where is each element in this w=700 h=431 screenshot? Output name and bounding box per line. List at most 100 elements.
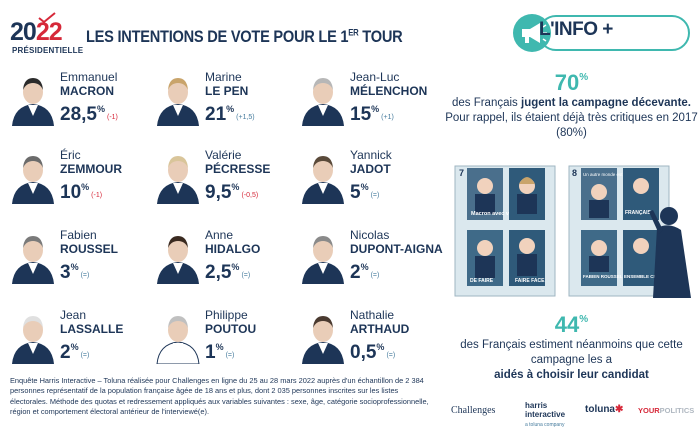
page-title: LES INTENTIONS DE VOTE POUR LE 1ER TOUR: [86, 27, 403, 46]
candidate-card: Anne HIDALGO 2,5%(=): [145, 222, 285, 292]
candidate-score: 2,5: [205, 262, 232, 283]
candidate-score-line: 2%(=): [60, 337, 144, 366]
candidate-card: Yannick JADOT 5%(=): [290, 142, 430, 212]
candidate-portrait: [12, 78, 54, 126]
candidate-card: Emmanuel MACRON 28,5%(-1): [0, 64, 140, 134]
candidate-change: (=): [80, 352, 90, 359]
yourpolitics-logo: YOURPOLITICS: [638, 406, 695, 415]
candidate-score-line: 15%(+1): [350, 99, 434, 128]
candidate-score: 10: [60, 182, 82, 203]
candidate-card: Marine LE PEN 21%(+1,5): [145, 64, 285, 134]
candidate-last-name: LASSALLE: [60, 322, 124, 336]
candidate-portrait: [302, 156, 344, 204]
candidate-portrait: [12, 316, 54, 364]
candidate-first-name: Jean: [60, 308, 87, 322]
percent-sign: %: [231, 262, 240, 272]
stat1-value: 70%: [554, 70, 589, 95]
candidate-score: 3: [60, 262, 71, 283]
candidate-score-line: 2,5%(=): [205, 257, 289, 286]
candidate-change: (=): [241, 272, 251, 279]
candidate-change: (=): [80, 272, 90, 279]
stat1-text: des Français jugent la campagne décevant…: [445, 97, 698, 139]
candidate-card: Nicolas DUPONT-AIGNAN 2%(=): [290, 222, 451, 292]
challenges-logo: Challenges: [451, 405, 496, 416]
svg-text:Un autre monde est possible: Un autre monde est possible: [583, 172, 641, 177]
candidate-score: 5: [350, 182, 361, 203]
candidate-portrait: [302, 316, 344, 364]
percent-sign: %: [70, 262, 79, 272]
candidate-portrait: [157, 156, 199, 204]
candidate-first-name: Emmanuel: [60, 70, 118, 84]
toluna-logo: toluna✱: [585, 404, 624, 415]
candidate-card: Jean LASSALLE 2%(=): [0, 302, 140, 372]
campaign-posters-illustration: 7 Macron avec vous DE FAIRE FAIRE FACE 8…: [454, 165, 691, 298]
percent-sign: %: [360, 262, 369, 272]
candidate-last-name: ROUSSEL: [60, 242, 119, 256]
candidate-first-name: Philippe: [205, 308, 248, 322]
candidate-score: 1: [205, 342, 216, 363]
logo-year: 2022: [10, 18, 63, 46]
harris-interactive-logo: harris interactive a toluna company: [525, 401, 566, 428]
candidate-last-name: JADOT: [350, 162, 391, 176]
candidate-score: 2: [60, 342, 71, 363]
candidate-first-name: Nicolas: [350, 228, 390, 242]
candidate-card: Jean-Luc MÉLENCHON 15%(+1): [290, 64, 430, 134]
candidate-first-name: Anne: [205, 228, 234, 242]
candidate-last-name: MÉLENCHON: [350, 84, 428, 98]
percent-sign: %: [231, 182, 240, 192]
svg-text:FABIEN ROUSSEL: FABIEN ROUSSEL: [583, 274, 623, 279]
megaphone-icon: [522, 23, 547, 43]
svg-text:DE FAIRE: DE FAIRE: [470, 278, 494, 284]
candidate-first-name: Marine: [205, 70, 242, 84]
percent-sign: %: [226, 104, 235, 114]
candidate-score: 0,5: [350, 342, 377, 363]
right-panel: L'INFO + 70% des Français jugent la camp…: [443, 0, 700, 431]
stat-disappointed: 70% des Français jugent la campagne déce…: [443, 70, 700, 141]
candidate-change: (+1): [381, 114, 394, 121]
candidate-first-name: Nathalie: [350, 308, 395, 322]
info-badge-label: L'INFO +: [539, 19, 613, 40]
candidate-last-name: HIDALGO: [205, 242, 261, 256]
percent-sign: %: [81, 182, 90, 192]
candidate-portrait: [12, 156, 54, 204]
candidate-score-line: 5%(=): [350, 177, 434, 206]
candidate-card: Valérie PÉCRESSE 9,5%(-0,5): [145, 142, 285, 212]
percent-sign: %: [215, 342, 224, 352]
candidate-score: 2: [350, 262, 361, 283]
svg-text:FAIRE FACE: FAIRE FACE: [515, 278, 545, 284]
svg-text:8: 8: [572, 168, 577, 178]
candidate-score-line: 3%(=): [60, 257, 144, 286]
candidate-card: Fabien ROUSSEL 3%(=): [0, 222, 140, 292]
candidate-score-line: 28,5%(-1): [60, 99, 144, 128]
percent-sign: %: [360, 182, 369, 192]
percent-sign: %: [376, 342, 385, 352]
candidate-first-name: Jean-Luc: [350, 70, 400, 84]
candidate-score: 28,5: [60, 104, 97, 125]
candidate-portrait: [302, 78, 344, 126]
candidate-score: 15: [350, 104, 372, 125]
candidate-last-name: PÉCRESSE: [205, 162, 271, 176]
candidate-first-name: Éric: [60, 148, 81, 162]
candidate-last-name: POUTOU: [205, 322, 257, 336]
candidate-change: (-1): [107, 114, 118, 121]
stat2-text: des Français estiment néanmoins que cett…: [460, 339, 683, 381]
svg-text:Macron avec vous: Macron avec vous: [471, 211, 519, 217]
candidate-card: Philippe POUTOU 1%(=): [145, 302, 285, 372]
info-badge: [513, 14, 690, 52]
stat-helped-choose: 44% des Français estiment néanmoins que …: [443, 312, 700, 383]
stat2-value: 44%: [554, 312, 589, 337]
candidate-change: (-0,5): [241, 192, 259, 199]
candidate-portrait: [157, 78, 199, 126]
candidate-last-name: DUPONT-AIGNAN: [350, 242, 452, 256]
candidate-last-name: MACRON: [60, 84, 114, 98]
candidate-change: (+1,5): [236, 114, 255, 121]
percent-sign: %: [96, 104, 105, 114]
candidate-score-line: 10%(-1): [60, 177, 144, 206]
presidentielle-logo: 2022 PRÉSIDENTIELLE: [10, 12, 83, 58]
candidate-last-name: LE PEN: [205, 84, 249, 98]
svg-text:FRANÇAIS: FRANÇAIS: [625, 210, 651, 216]
candidate-change: (=): [370, 272, 380, 279]
candidate-portrait: [12, 236, 54, 284]
candidate-score-line: 9,5%(-0,5): [205, 177, 289, 206]
svg-text:ENSEMBLE CHANGEONS: ENSEMBLE CHANGEONS: [624, 274, 680, 279]
